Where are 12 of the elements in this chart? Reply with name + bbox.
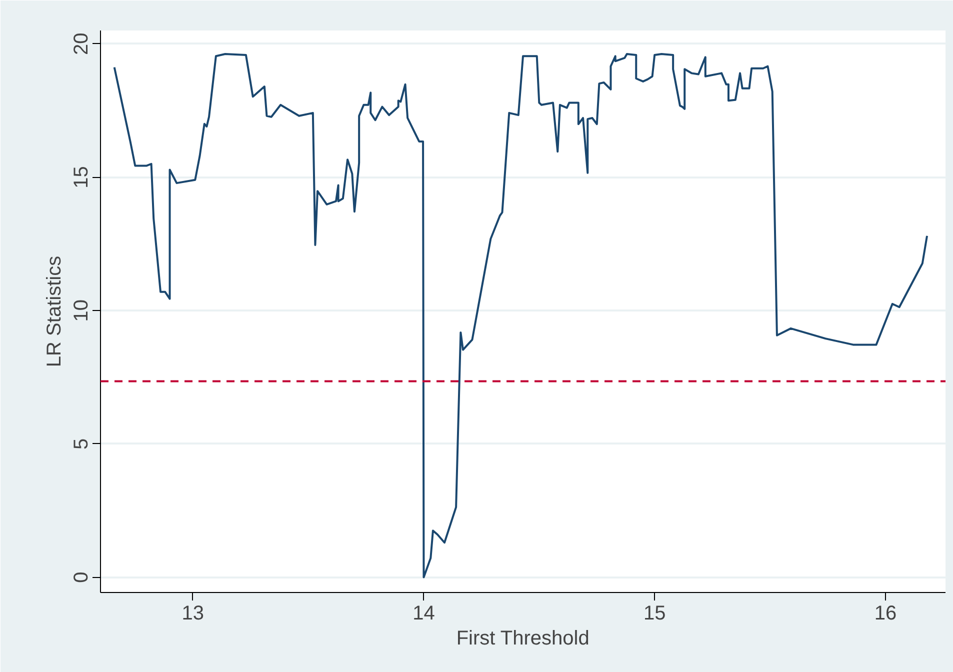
line-series	[113, 52, 928, 578]
y-tick-label: 0	[70, 572, 92, 583]
x-tick-label: 13	[182, 602, 204, 624]
y-tick-label: 20	[70, 32, 92, 55]
x-tick-label: 15	[643, 602, 666, 624]
y-tick-label: 5	[70, 438, 92, 450]
y-tick-label: 10	[70, 299, 92, 322]
y-axis-title: LR Statistics	[44, 256, 66, 368]
x-tick-label: 16	[874, 602, 897, 624]
x-axis-title: First Threshold	[456, 628, 590, 650]
x-tick-label: 14	[412, 602, 435, 624]
y-tick-label: 15	[70, 166, 92, 188]
